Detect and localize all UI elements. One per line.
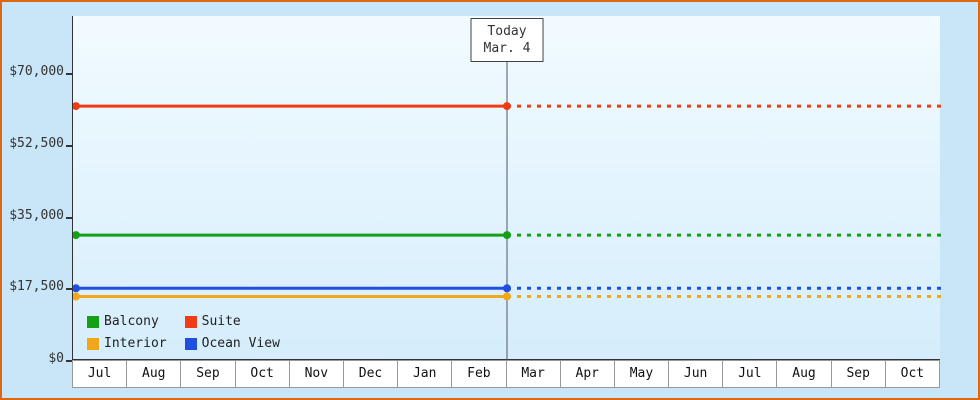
legend-label: Suite xyxy=(201,314,241,329)
y-tick-label: $0 xyxy=(48,351,64,366)
month-cell: May xyxy=(613,360,670,388)
y-tick-label: $70,000 xyxy=(9,64,64,80)
month-cell: Jul xyxy=(72,360,128,388)
month-cell: Mar xyxy=(505,360,561,388)
today-annotation: Today Mar. 4 xyxy=(470,18,544,62)
month-cell: Aug xyxy=(776,360,832,388)
legend-swatch-balcony xyxy=(87,315,99,328)
x-axis: Jul Aug Sep Oct Nov Dec Jan Feb Mar Apr May Jun Jul A… xyxy=(72,360,940,388)
y-tick-mark xyxy=(66,216,72,219)
legend-item-interior: Interior xyxy=(87,336,167,351)
month-cell: Oct xyxy=(884,360,940,388)
series-start-marker-ocean-view xyxy=(73,284,80,293)
legend: Balcony Suite Interior Ocean View xyxy=(87,314,280,351)
series-start-marker-balcony xyxy=(73,231,80,240)
series-today-marker-balcony xyxy=(503,231,511,240)
y-tick-mark xyxy=(66,145,72,147)
series-today-marker-interior xyxy=(503,292,511,301)
month-cell: Feb xyxy=(451,360,507,388)
legend-label: Ocean View xyxy=(201,336,280,351)
month-cell: Dec xyxy=(342,360,399,388)
month-cell: Sep xyxy=(180,360,236,388)
legend-swatch-suite xyxy=(184,315,197,328)
today-annotation-line1: Today xyxy=(487,24,527,39)
month-cell: Apr xyxy=(559,360,615,388)
today-annotation-line2: Mar. 4 xyxy=(483,41,531,56)
y-tick-mark xyxy=(66,288,72,291)
y-tick-mark xyxy=(66,73,72,76)
y-tick-label: $52,500 xyxy=(9,136,64,151)
month-cell: Jul xyxy=(722,360,778,388)
month-cell: Sep xyxy=(830,360,886,388)
legend-label: Interior xyxy=(104,336,167,351)
series-plot-svg xyxy=(73,56,941,360)
month-cell: Aug xyxy=(126,360,182,388)
month-cell: Jan xyxy=(397,360,453,388)
month-cell: Jun xyxy=(668,360,724,388)
series-start-marker-suite xyxy=(73,102,80,111)
legend-item-balcony: Balcony xyxy=(87,314,167,329)
month-cell: Oct xyxy=(234,360,290,388)
legend-item-ocean-view: Ocean View xyxy=(184,336,280,351)
legend-swatch-interior xyxy=(87,337,99,350)
legend-item-suite: Suite xyxy=(184,314,280,329)
legend-label: Balcony xyxy=(104,314,159,329)
plot-area: Balcony Suite Interior Ocean View Today Mar… xyxy=(72,16,941,360)
series-start-marker-interior xyxy=(73,292,80,301)
y-tick-mark xyxy=(66,360,72,362)
y-tick-label: $17,500 xyxy=(9,279,64,295)
month-cell: Nov xyxy=(288,360,344,388)
y-tick-label: $35,000 xyxy=(9,207,64,223)
legend-swatch-ocean-view xyxy=(184,337,197,350)
series-today-marker-ocean-view xyxy=(503,284,511,293)
series-today-marker-suite xyxy=(503,102,511,111)
